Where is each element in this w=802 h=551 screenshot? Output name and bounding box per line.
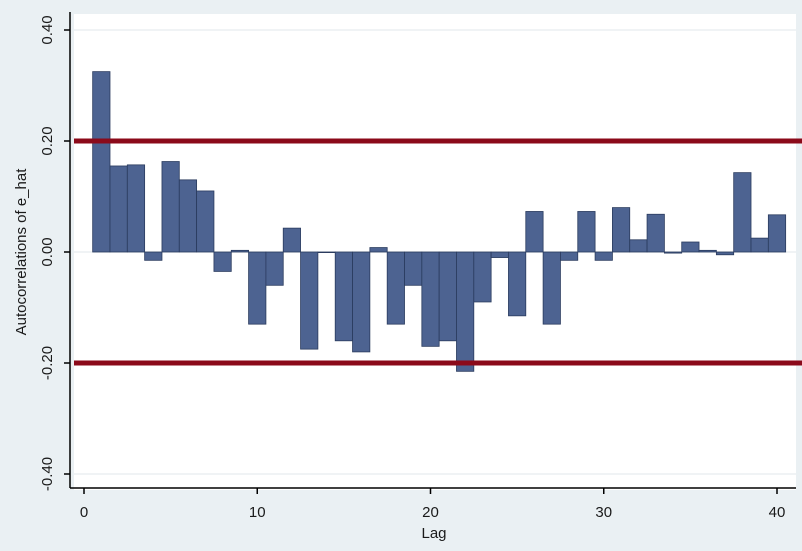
acf-bar-lag-31 — [612, 207, 631, 253]
acf-bar-lag-33 — [646, 213, 665, 253]
acf-bar-lag-29 — [577, 211, 596, 253]
axes-layer: -0.40 -0.20 0.00 0.20 0.40 0 10 20 30 40 — [39, 12, 796, 521]
acf-bar-lag-4 — [144, 251, 163, 261]
x-tick-label-2: 20 — [422, 504, 439, 521]
acf-bar-lag-24 — [490, 251, 509, 258]
bars-layer — [92, 71, 787, 372]
acf-bar-lag-32 — [629, 239, 648, 253]
acf-bar-lag-11 — [265, 251, 284, 286]
acf-bar-lag-16 — [352, 251, 371, 353]
acf-bar-lag-40 — [767, 214, 787, 253]
reference-lines — [74, 138, 802, 366]
acf-bar-lag-30 — [594, 251, 613, 261]
y-tick-label-3: 0.20 — [39, 126, 56, 155]
x-tick-label-4: 40 — [769, 504, 786, 521]
acf-bar-lag-18 — [386, 251, 405, 325]
y-tick-label-2: 0.00 — [39, 237, 56, 266]
acf-bar-lag-38 — [733, 172, 752, 253]
acf-bar-lag-28 — [560, 251, 579, 261]
acf-bar-lag-5 — [161, 161, 180, 253]
acf-bar-lag-14 — [317, 251, 336, 254]
acf-bar-lag-19 — [404, 251, 423, 286]
acf-bar-lag-10 — [248, 251, 267, 325]
acf-bar-lag-39 — [750, 237, 769, 253]
acf-bar-lag-7 — [196, 190, 215, 253]
acf-bar-lag-20 — [421, 251, 440, 347]
acf-bar-lag-1 — [92, 71, 111, 253]
acf-bar-lag-8 — [213, 251, 232, 272]
acf-bar-lag-17 — [369, 247, 388, 253]
acf-bar-lag-12 — [282, 227, 301, 253]
y-tick-label-4: 0.40 — [39, 15, 56, 44]
acf-bar-lag-35 — [681, 241, 700, 253]
acf-bar-lag-3 — [126, 164, 146, 253]
acf-bar-lag-25 — [508, 251, 527, 317]
acf-bar-lag-15 — [334, 251, 353, 342]
y-tick-label-0: -0.40 — [39, 457, 56, 491]
acf-bar-lag-21 — [438, 251, 457, 342]
acf-bar-lag-27 — [542, 251, 561, 325]
acf-bar-lag-22 — [456, 251, 475, 372]
x-tick-label-1: 10 — [249, 504, 266, 521]
x-tick-label-3: 30 — [595, 504, 612, 521]
y-axis-label: Autocorrelations of e_hat — [13, 168, 30, 336]
acf-bar-lag-34 — [663, 251, 683, 254]
acf-bar-lag-37 — [715, 251, 735, 256]
y-tick-label-1: -0.20 — [39, 346, 56, 380]
acf-bar-lag-2 — [109, 165, 128, 253]
acf-bar-lag-9 — [230, 249, 249, 253]
acf-bar-lag-6 — [178, 179, 198, 253]
acf-bar-lag-23 — [473, 251, 492, 303]
acf-bar-lag-26 — [525, 211, 544, 253]
acf-bar-lag-36 — [698, 249, 717, 253]
acf-bar-lag-13 — [300, 251, 319, 350]
x-axis-label: Lag — [421, 525, 446, 542]
x-tick-label-0: 0 — [80, 504, 88, 521]
